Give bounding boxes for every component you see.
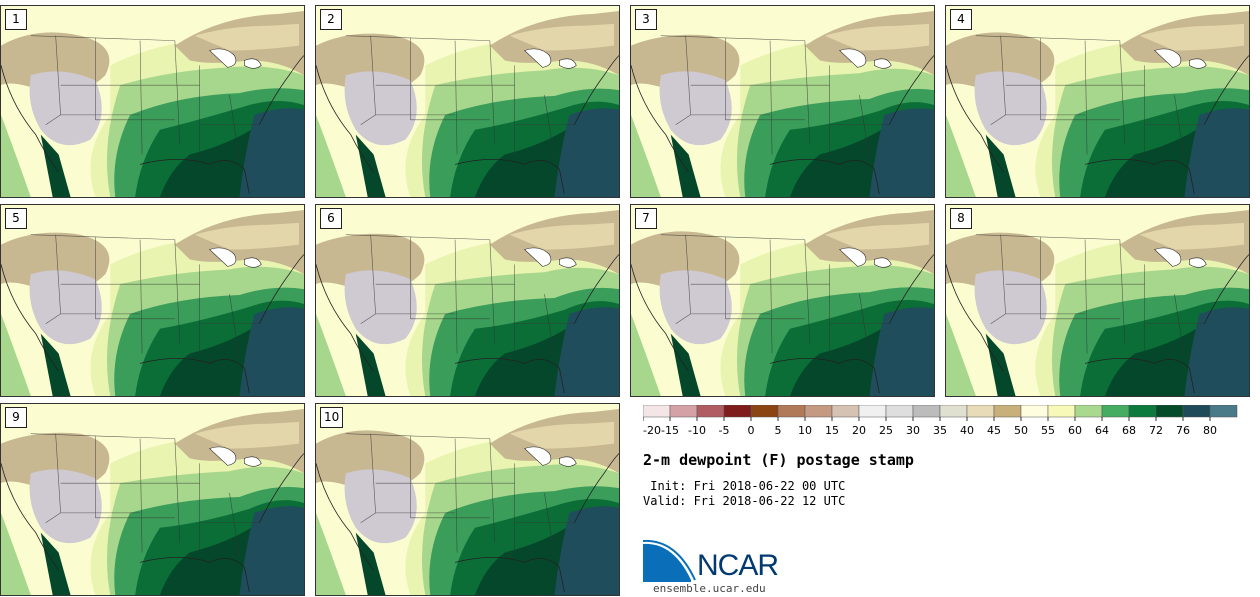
colorbar-swatch xyxy=(831,405,860,418)
member-number: 8 xyxy=(950,208,972,229)
colorbar-swatch xyxy=(750,405,779,418)
colorbar-tick-label: -15 xyxy=(661,424,679,437)
member-number: 4 xyxy=(950,9,972,30)
map-panel: 5 xyxy=(0,204,305,397)
colorbar-tick-label: -5 xyxy=(719,424,730,437)
colorbar-swatch xyxy=(1020,405,1049,418)
colorbar-tick-label: 15 xyxy=(825,424,839,437)
logo-text: NCAR xyxy=(697,549,779,582)
colorbar-swatch xyxy=(1155,405,1184,418)
plot-title: 2-m dewpoint (F) postage stamp xyxy=(643,451,914,469)
colorbar-swatch xyxy=(939,405,968,418)
member-number: 5 xyxy=(5,208,27,229)
map-panel: 3 xyxy=(630,5,935,198)
member-number: 3 xyxy=(635,9,657,30)
colorbar-swatch xyxy=(885,405,914,418)
colorbar-tick-label: 20 xyxy=(852,424,866,437)
colorbar-swatch xyxy=(723,405,752,418)
colorbar-swatch xyxy=(1128,405,1157,418)
colorbar-tick-label: 55 xyxy=(1041,424,1055,437)
member-number: 6 xyxy=(320,208,342,229)
colorbar-swatch xyxy=(993,405,1022,418)
map-panel: 2 xyxy=(315,5,620,198)
dewpoint-map xyxy=(946,6,1249,197)
colorbar-tick-label: 30 xyxy=(906,424,920,437)
colorbar-swatch xyxy=(804,405,833,418)
init-time: Init: Fri 2018-06-22 00 UTC xyxy=(643,479,846,493)
dewpoint-map xyxy=(631,205,934,396)
colorbar-swatch xyxy=(777,405,806,418)
colorbar-swatch xyxy=(643,405,671,418)
dewpoint-map xyxy=(631,6,934,197)
colorbar-tick-label: 35 xyxy=(933,424,947,437)
dewpoint-map xyxy=(316,6,619,197)
colorbar-swatch xyxy=(966,405,995,418)
colorbar-swatch xyxy=(1182,405,1211,418)
colorbar-tick-label: 10 xyxy=(798,424,812,437)
map-panel: 9 xyxy=(0,403,305,596)
colorbar-tick-label: 45 xyxy=(987,424,1001,437)
map-panel: 6 xyxy=(315,204,620,397)
colorbar-tick-label: -10 xyxy=(688,424,706,437)
dewpoint-map xyxy=(946,205,1249,396)
colorbar-tick-label: 60 xyxy=(1068,424,1082,437)
colorbar-swatch xyxy=(1101,405,1130,418)
colorbar-swatch xyxy=(696,405,725,418)
colorbar-tick-label: 50 xyxy=(1014,424,1028,437)
member-number: 7 xyxy=(635,208,657,229)
map-panel: 4 xyxy=(945,5,1250,198)
colorbar-swatch xyxy=(912,405,941,418)
ncar-logo-icon xyxy=(643,540,696,582)
colorbar-tick-label: 72 xyxy=(1149,424,1163,437)
colorbar-swatch xyxy=(1047,405,1076,418)
colorbar-tick-label: 5 xyxy=(775,424,782,437)
colorbar-tick-label: 68 xyxy=(1122,424,1136,437)
colorbar-tick-label: 64 xyxy=(1095,424,1109,437)
colorbar-tick-label: 0 xyxy=(748,424,755,437)
colorbar: -20 -15 -10 -5 0 5 10 15 20 25 30 35 40 45 50 55 60 64 68 7… xyxy=(643,405,1238,437)
colorbar-tick-label: 40 xyxy=(960,424,974,437)
valid-time: Valid: Fri 2018-06-22 12 UTC xyxy=(643,494,846,508)
member-number: 2 xyxy=(320,9,342,30)
colorbar-tick-label: -20 xyxy=(643,424,661,437)
member-number: 1 xyxy=(5,9,27,30)
dewpoint-map xyxy=(1,205,304,396)
dewpoint-map xyxy=(316,205,619,396)
colorbar-swatch xyxy=(1074,405,1103,418)
member-number: 9 xyxy=(5,407,27,428)
colorbar-swatch xyxy=(669,405,698,418)
colorbar-swatch xyxy=(858,405,887,418)
colorbar-tick-label: 80 xyxy=(1203,424,1217,437)
map-panel: 7 xyxy=(630,204,935,397)
colorbar-tick-label: 76 xyxy=(1176,424,1190,437)
colorbar-swatch xyxy=(1209,405,1238,418)
map-panel: 10 xyxy=(315,403,620,596)
dewpoint-map xyxy=(316,404,619,595)
map-panel: 8 xyxy=(945,204,1250,397)
colorbar-tick-label: 25 xyxy=(879,424,893,437)
dewpoint-map xyxy=(1,404,304,595)
dewpoint-map xyxy=(1,6,304,197)
site-url: ensemble.ucar.edu xyxy=(653,582,766,595)
member-number: 10 xyxy=(320,407,344,428)
map-panel: 1 xyxy=(0,5,305,198)
